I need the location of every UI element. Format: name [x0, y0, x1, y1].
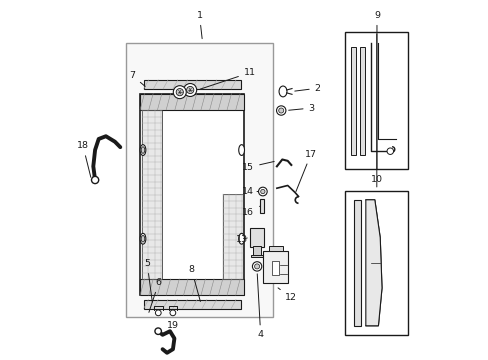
Circle shape [254, 264, 259, 269]
Ellipse shape [140, 233, 145, 244]
Bar [345, 32, 407, 169]
Bar [143, 300, 241, 309]
Bar [140, 94, 244, 295]
Circle shape [278, 108, 283, 113]
Circle shape [173, 86, 186, 99]
Text: 17: 17 [295, 150, 316, 192]
Text: 9: 9 [373, 11, 379, 187]
Circle shape [155, 328, 161, 334]
Bar [354, 200, 360, 326]
Text: 15: 15 [242, 162, 274, 172]
Text: 10: 10 [370, 34, 382, 184]
Text: 19: 19 [166, 321, 178, 339]
Text: 13: 13 [236, 235, 247, 244]
Bar [345, 191, 407, 335]
Circle shape [155, 310, 161, 316]
Ellipse shape [238, 145, 244, 156]
Ellipse shape [238, 233, 244, 244]
Text: 8: 8 [188, 266, 200, 302]
Text: 6: 6 [148, 278, 162, 312]
Bar [259, 199, 264, 213]
Ellipse shape [141, 147, 144, 153]
Bar [142, 110, 162, 279]
Circle shape [176, 89, 183, 96]
Ellipse shape [141, 235, 144, 242]
Text: 5: 5 [144, 259, 152, 302]
Bar [250, 255, 263, 257]
Ellipse shape [279, 86, 286, 97]
Text: 12: 12 [278, 288, 297, 302]
Polygon shape [365, 200, 381, 326]
Bar [359, 47, 365, 155]
Ellipse shape [140, 145, 145, 156]
Bar [223, 194, 242, 279]
Circle shape [170, 310, 175, 316]
Circle shape [252, 262, 261, 271]
Bar [350, 47, 356, 155]
Circle shape [386, 148, 393, 154]
Bar [263, 251, 288, 283]
Text: 3: 3 [288, 104, 314, 112]
Circle shape [183, 84, 196, 96]
Text: 2: 2 [294, 84, 320, 93]
Text: 11: 11 [200, 68, 255, 89]
Text: 18: 18 [77, 141, 91, 177]
Text: 1: 1 [196, 11, 202, 39]
Bar [140, 94, 244, 110]
Circle shape [186, 86, 193, 94]
Circle shape [91, 176, 99, 184]
Bar [125, 43, 273, 317]
Text: 16: 16 [242, 206, 259, 217]
Text: 4: 4 [257, 274, 263, 339]
Circle shape [276, 106, 285, 115]
Bar [143, 80, 241, 89]
Bar [249, 228, 264, 247]
Bar [268, 246, 283, 251]
Bar [140, 279, 244, 295]
Text: 7: 7 [129, 71, 145, 86]
Circle shape [258, 187, 266, 196]
Bar [253, 246, 260, 256]
Text: 14: 14 [242, 187, 258, 196]
Bar [272, 261, 279, 275]
Circle shape [260, 189, 264, 194]
